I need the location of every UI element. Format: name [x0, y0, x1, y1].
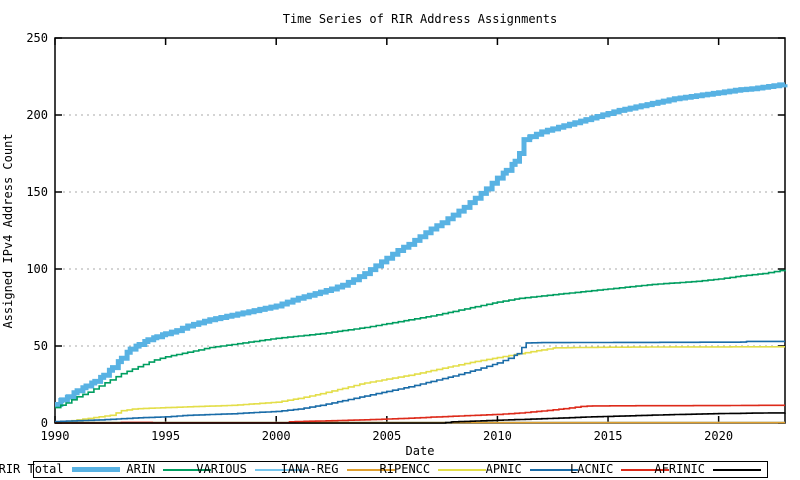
- legend-line-swatch: [529, 468, 578, 471]
- x-tick-label: 2005: [372, 429, 402, 443]
- chart-title: Time Series of RIR Address Assignments: [282, 12, 558, 26]
- series-line-ripencc: [55, 346, 785, 423]
- series-line-apnic: [55, 340, 785, 423]
- series-line-arin: [55, 269, 786, 409]
- legend-entry-apnic: APNIC: [486, 463, 584, 476]
- legend-label: VARIOUS: [196, 462, 247, 476]
- y-tick-label: 0: [40, 416, 48, 430]
- legend-label: RIR Total: [0, 462, 64, 476]
- legend-line-swatch: [438, 468, 487, 471]
- legend-label: IANA-REG: [280, 462, 339, 476]
- legend-entry-arin: ARIN: [126, 463, 218, 476]
- legend-line-swatch: [254, 468, 303, 471]
- legend-entry-ripencc: RIPENCC: [380, 463, 493, 476]
- y-tick-label: 250: [26, 31, 48, 45]
- legend-label: RIPENCC: [379, 462, 431, 476]
- y-tick-label: 50: [33, 339, 48, 353]
- y-tick-label: 200: [26, 108, 48, 122]
- legend-line-swatch: [621, 468, 670, 471]
- legend-entry-various: VARIOUS: [196, 463, 309, 476]
- legend-label: APNIC: [485, 462, 522, 476]
- legend-line-swatch: [713, 468, 761, 471]
- plot-border: [54, 37, 786, 424]
- legend-entry-afrinic: AFRINIC: [654, 463, 767, 476]
- x-tick-label: 2000: [261, 429, 291, 443]
- x-tick-label: 1990: [40, 429, 70, 443]
- x-axis-label: Date: [405, 444, 435, 458]
- legend-label: AFRINIC: [654, 462, 705, 476]
- legend-label: ARIN: [126, 462, 156, 476]
- x-tick-label: 2010: [482, 429, 512, 443]
- x-tick-label: 1995: [151, 429, 181, 443]
- series-line-afrinic: [55, 412, 786, 424]
- x-tick-label: 2020: [704, 429, 734, 443]
- x-tick-label: 2015: [593, 429, 623, 443]
- y-tick-label: 100: [26, 262, 48, 276]
- legend-entry-iana-reg: IANA-REG: [281, 463, 401, 476]
- legend-entry-rir-total: RIR Total: [0, 463, 126, 476]
- legend-line-swatch: [71, 467, 120, 472]
- legend-line-swatch: [346, 468, 395, 471]
- series-line-rir-total: [55, 82, 788, 407]
- legend: RIR Total ARIN VARIOUS IANA-REG RIPENCC APNIC…: [0, 461, 768, 478]
- legend-label: LACNIC: [570, 462, 614, 476]
- legend-line-swatch: [163, 468, 212, 471]
- y-tick-label: 150: [26, 185, 48, 199]
- legend-entry-lacnic: LACNIC: [570, 463, 676, 476]
